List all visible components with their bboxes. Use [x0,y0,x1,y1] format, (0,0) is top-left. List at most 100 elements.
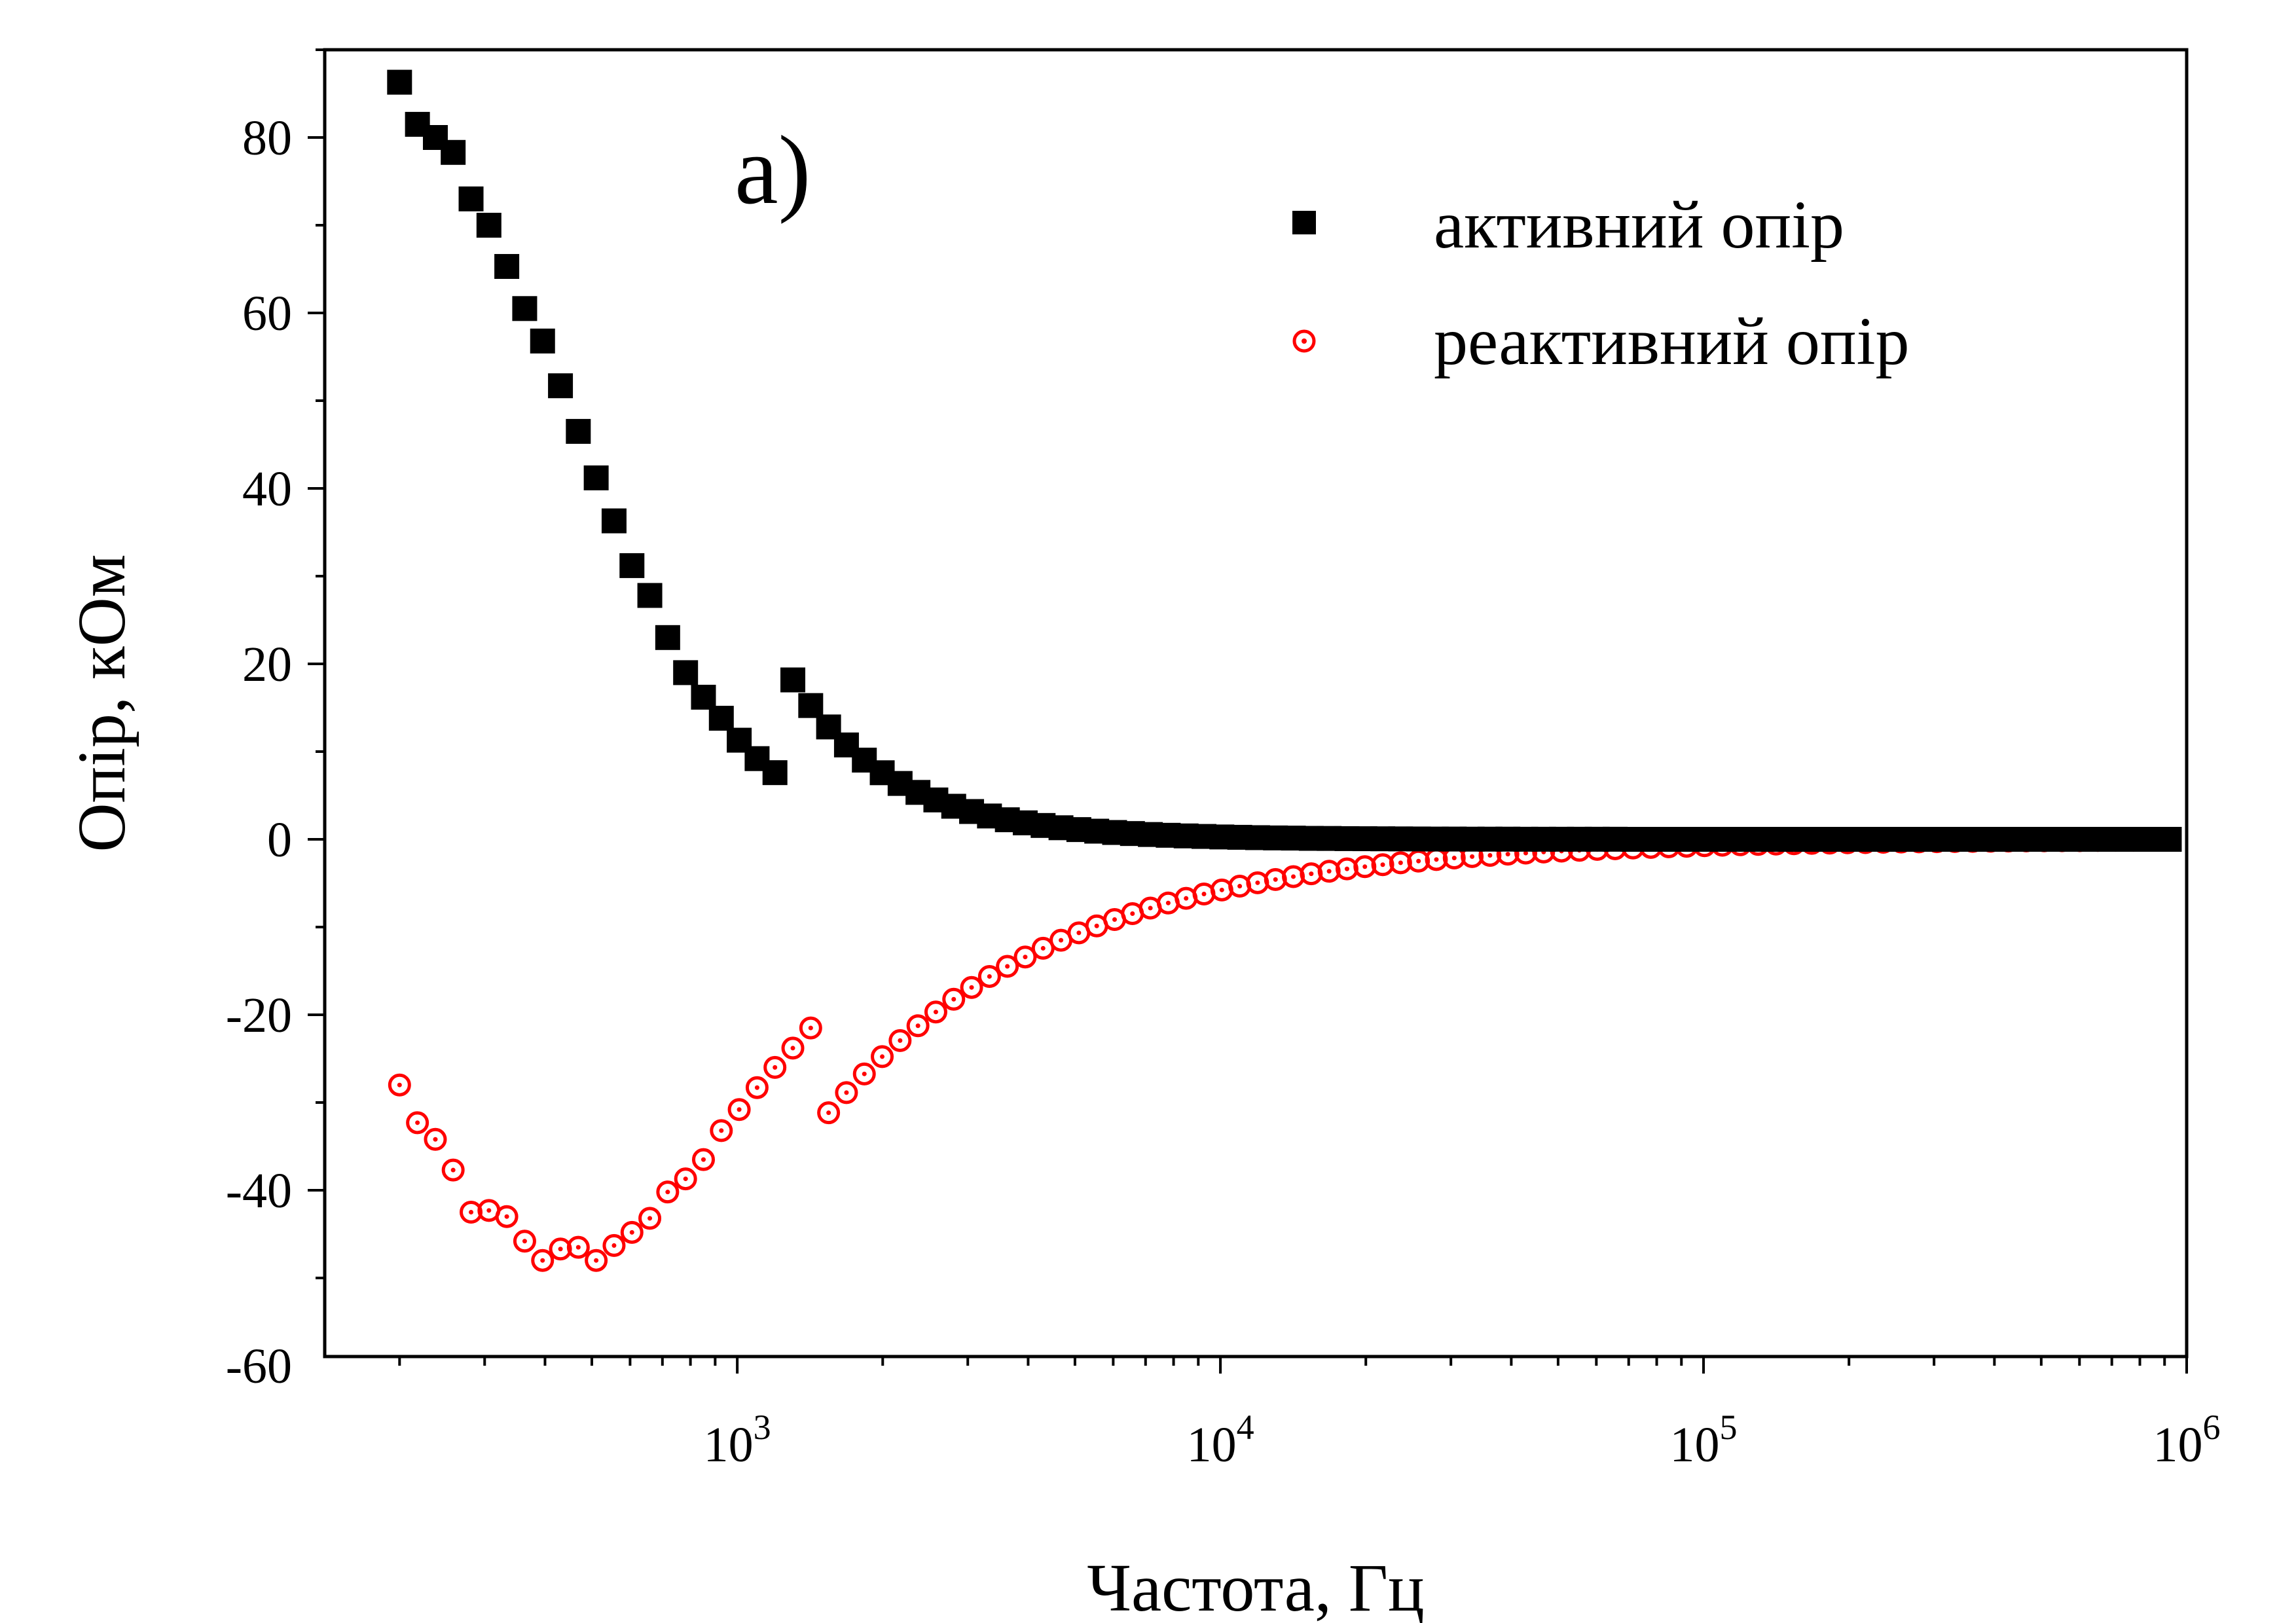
active-point [494,253,520,279]
reactive-point-dot [1505,852,1510,857]
reactive-point-dot [1076,930,1082,936]
y-tick-label: 80 [242,111,292,166]
reactive-point-dot [1112,917,1117,922]
active-point [512,296,538,321]
y-tick-label: -40 [226,1163,292,1218]
reactive-point-dot [415,1120,420,1125]
reactive-point-dot [773,1065,778,1070]
reactive-point-dot [862,1071,867,1076]
x-tick-label: 105 [1670,1408,1738,1472]
reactive-point-dot [737,1107,742,1112]
reactive-point [513,1230,536,1253]
series-active [387,69,2182,852]
reactive-point [924,1000,947,1024]
reactive-point [531,1249,555,1272]
reactive-point [763,1055,787,1079]
reactive-point-dot [504,1214,509,1219]
y-tick-label: 20 [242,637,292,692]
active-point [2157,827,2182,852]
reactive-point-dot [683,1176,688,1182]
reactive-point-dot [1184,896,1189,901]
reactive-point-dot [1380,862,1385,867]
active-point [530,328,555,354]
x-tick-label: 106 [2153,1408,2221,1472]
reactive-point [799,1016,822,1040]
reactive-point [495,1205,519,1228]
reactive-point-dot [987,974,992,979]
legend-marker-active [1292,211,1316,234]
reactive-point [656,1180,680,1204]
reactive-point [942,987,966,1011]
reactive-point-dot [469,1210,474,1214]
active-point [458,186,484,211]
active-point [566,418,591,444]
active-point [601,508,627,534]
reactive-point-dot [1470,854,1475,859]
reactive-point-dot [1523,850,1528,856]
reactive-point-dot [1291,874,1296,879]
tick-labels: 80 60 40 20 0 -20 -40 -60 103 104 105 106 [226,111,2221,1472]
reactive-point [602,1233,626,1257]
reactive-point-dot [790,1046,795,1051]
reactive-point-dot [1219,887,1224,892]
reactive-point-dot [594,1258,599,1263]
reactive-point-dot [1416,858,1421,864]
reactive-point-dot [1273,877,1278,882]
reactive-point-dot [1005,964,1010,969]
reactive-point-dot [933,1010,938,1015]
reactive-point-dot [629,1230,634,1235]
y-tick-label: -60 [226,1339,292,1394]
data-series [387,69,2182,1272]
reactive-point [871,1045,894,1068]
series-reactive [388,828,2181,1272]
reactive-point [585,1249,608,1272]
reactive-point [817,1101,841,1125]
active-point [708,706,734,731]
reactive-point [727,1098,751,1122]
reactive-point-dot [1487,853,1493,858]
legend: активний опір реактивний опір [1292,187,1909,379]
reactive-point-dot [808,1025,813,1030]
active-point [673,660,699,685]
y-axis-title: Опір, кОм [64,554,139,852]
active-point [762,760,788,786]
reactive-point-dot [1165,900,1171,905]
reactive-point [906,1014,930,1038]
reactive-point-dot [1040,945,1046,951]
reactive-point [691,1148,715,1171]
reactive-point-dot [522,1239,527,1244]
active-point [387,69,412,95]
reactive-point-dot [1059,938,1064,943]
reactive-point [388,1073,411,1097]
y-tick-label: 40 [242,462,292,517]
reactive-point [674,1167,697,1191]
reactive-point-dot [1201,891,1207,896]
reactive-point [888,1029,912,1052]
reactive-point-dot [1362,864,1368,869]
reactive-point-dot [719,1128,724,1133]
y-tick-label: -20 [226,988,292,1043]
x-tick-label: 103 [704,1408,771,1472]
reactive-point [977,964,1001,988]
active-point [441,139,466,165]
reactive-point-dot [1326,869,1332,874]
reactive-point-dot [397,1082,402,1087]
axis-ticks [308,48,2188,1374]
reactive-point-dot [1451,856,1457,861]
reactive-point-dot [611,1243,617,1248]
plot-frame [323,48,2189,1359]
legend-marker-reactive [1292,329,1316,353]
reactive-point-dot [433,1137,438,1142]
reactive-point-dot [1398,860,1403,866]
y-tick-label: 60 [242,286,292,341]
active-point [798,693,824,718]
reactive-point [441,1158,465,1182]
reactive-point-dot [575,1245,581,1250]
reactive-point-dot [754,1085,759,1090]
reactive-point [424,1127,447,1151]
active-point [583,465,609,490]
reactive-point [566,1235,590,1259]
legend-marker-reactive-dot [1302,338,1307,344]
reactive-point [781,1036,805,1060]
